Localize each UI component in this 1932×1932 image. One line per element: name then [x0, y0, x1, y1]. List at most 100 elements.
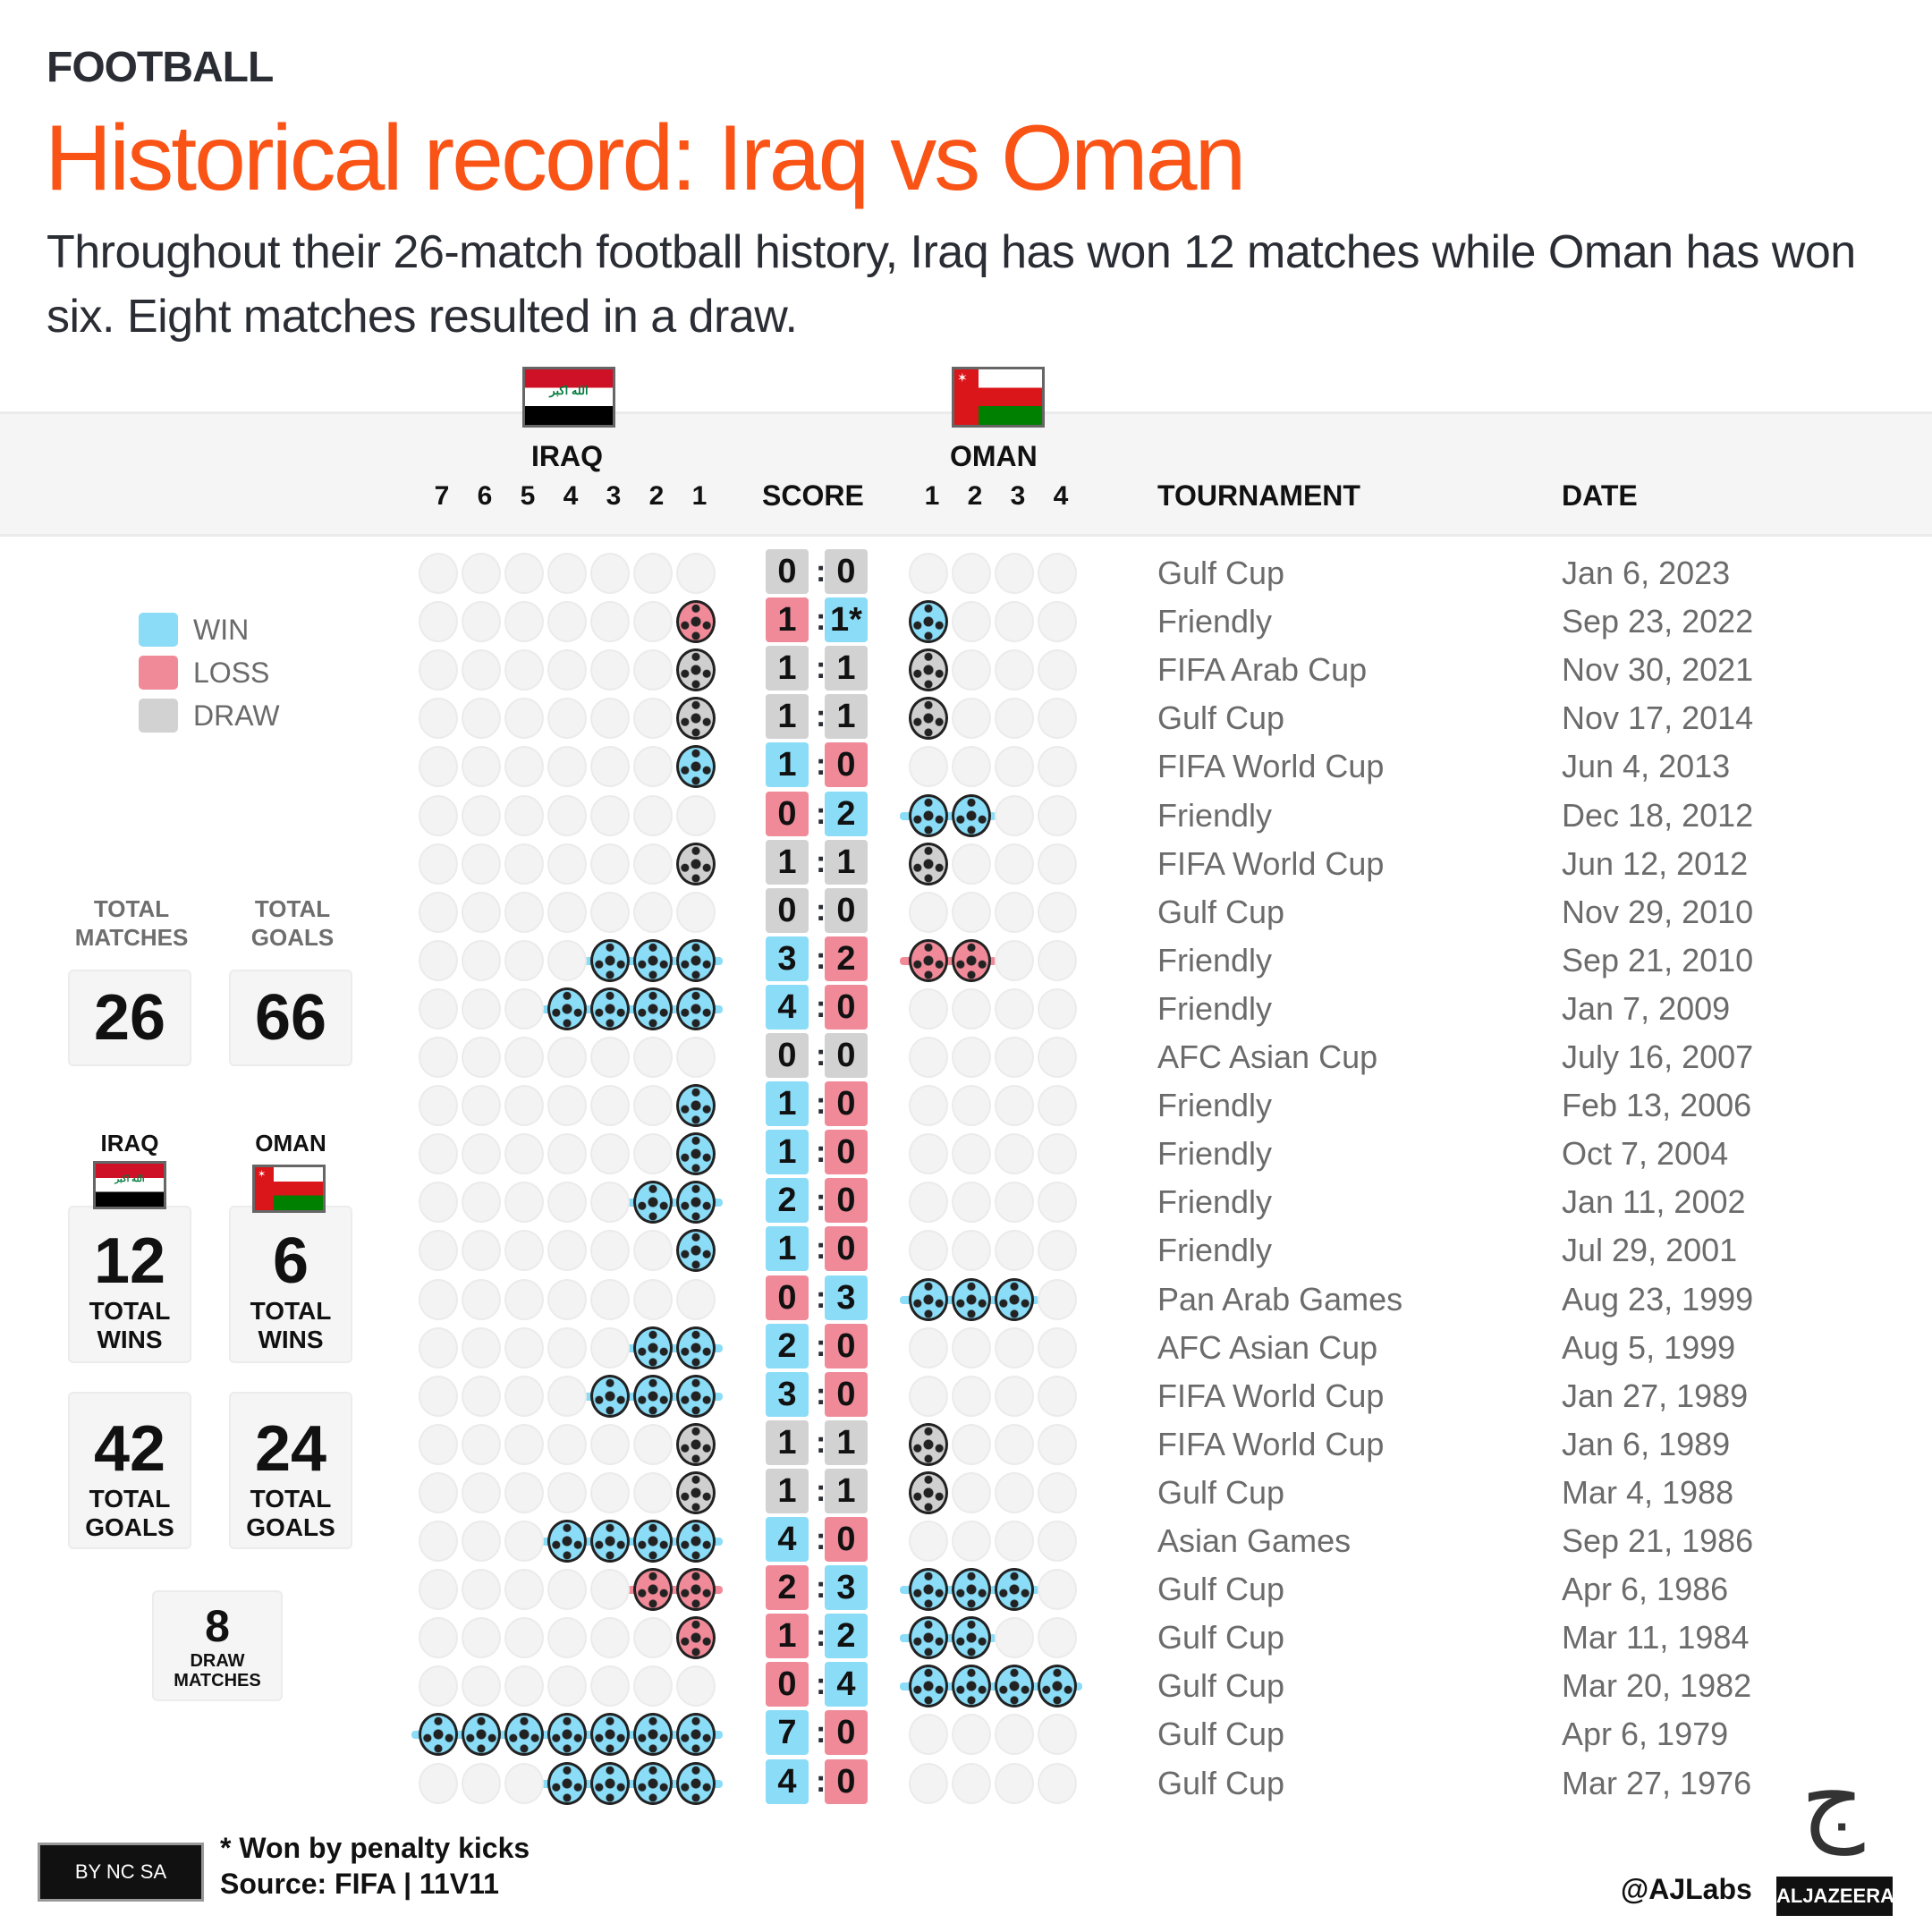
tournament-cell: FIFA Arab Cup: [1157, 651, 1368, 689]
empty-goal-slot: [1038, 1133, 1077, 1175]
iraq-flag-icon: الله اكبر: [93, 1161, 166, 1209]
date-cell: Jan 6, 2023: [1562, 555, 1731, 591]
date-cell: July 16, 2007: [1562, 1038, 1754, 1075]
football-icon: [676, 1181, 716, 1224]
oman-goal-tick: 1: [924, 481, 940, 511]
iraq-score: 0: [766, 887, 809, 933]
empty-goal-slot: [633, 1085, 673, 1127]
win-swatch-icon: [139, 613, 178, 647]
empty-goal-slot: [590, 1326, 630, 1368]
score-separator: :: [816, 1571, 826, 1606]
date-cell: Nov 29, 2010: [1562, 893, 1754, 930]
football-icon: [995, 1665, 1034, 1708]
oman-stats-label: OMAN: [255, 1130, 326, 1157]
goal-bar: [900, 811, 996, 820]
football-icon: [676, 1132, 716, 1176]
table-header-band: [0, 411, 1932, 537]
football-icon: [676, 1374, 716, 1418]
empty-goal-slot: [633, 891, 673, 933]
empty-goal-slot: [419, 601, 458, 643]
empty-goal-slot: [995, 1521, 1034, 1562]
empty-goal-slot: [462, 1326, 501, 1368]
empty-goal-slot: [909, 1085, 948, 1127]
iraq-score: 1: [766, 597, 809, 643]
date-cell: Sep 21, 1986: [1562, 1522, 1754, 1559]
empty-goal-slot: [590, 843, 630, 885]
iraq-score: 3: [766, 936, 809, 981]
football-icon: [633, 987, 673, 1030]
score-separator: :: [816, 1764, 826, 1799]
empty-goal-slot: [462, 1617, 501, 1659]
score-separator: :: [816, 941, 826, 976]
empty-goal-slot: [419, 1665, 458, 1707]
empty-goal-slot: [547, 1230, 587, 1272]
ajlabs-handle: @AJLabs: [1621, 1873, 1752, 1905]
date-cell: Nov 30, 2021: [1562, 651, 1754, 689]
empty-goal-slot: [547, 1569, 587, 1611]
goal-bar: [900, 1634, 996, 1643]
oman-score: 0: [825, 1758, 868, 1804]
football-icon: [633, 1568, 673, 1612]
empty-goal-slot: [952, 1085, 991, 1127]
empty-goal-slot: [633, 1471, 673, 1513]
empty-goal-slot: [590, 891, 630, 933]
empty-goal-slot: [1038, 1617, 1077, 1659]
empty-goal-slot: [547, 1182, 587, 1224]
oman-score: 1: [825, 646, 868, 691]
empty-goal-slot: [633, 553, 673, 594]
table-row: 4:0 Gulf Cup Mar 27, 1976: [0, 1758, 1932, 1808]
football-icon: [633, 1520, 673, 1563]
empty-goal-slot: [504, 1375, 544, 1417]
empty-goal-slot: [952, 987, 991, 1030]
empty-goal-slot: [995, 1230, 1034, 1272]
iraq-goal-tick: 6: [477, 481, 493, 511]
empty-goal-slot: [995, 1037, 1034, 1078]
football-icon: [676, 987, 716, 1030]
football-icon: [995, 1277, 1034, 1321]
empty-goal-slot: [419, 1326, 458, 1368]
empty-goal-slot: [952, 1714, 991, 1756]
tournament-cell: FIFA World Cup: [1157, 844, 1385, 882]
football-icon: [504, 1713, 544, 1757]
empty-goal-slot: [462, 1569, 501, 1611]
iraq-score: 2: [766, 1323, 809, 1368]
empty-goal-slot: [952, 1423, 991, 1465]
oman-goals-box: 24 TOTAL GOALS: [229, 1392, 352, 1549]
empty-goal-slot: [462, 987, 501, 1030]
empty-goal-slot: [462, 698, 501, 740]
empty-goal-slot: [547, 601, 587, 643]
empty-goal-slot: [995, 1762, 1034, 1804]
date-cell: Jul 29, 2001: [1562, 1232, 1738, 1269]
date-cell: Mar 20, 1982: [1562, 1667, 1752, 1705]
tournament-cell: Friendly: [1157, 941, 1273, 979]
oman-score: 0: [825, 1371, 868, 1417]
empty-goal-slot: [419, 1375, 458, 1417]
empty-goal-slot: [590, 1665, 630, 1707]
empty-goal-slot: [504, 1085, 544, 1127]
oman-score: 1: [825, 1419, 868, 1465]
empty-goal-slot: [995, 939, 1034, 981]
iraq-score: 0: [766, 549, 809, 594]
tournament-cell: Friendly: [1157, 603, 1273, 640]
football-icon: [676, 600, 716, 644]
score-separator: :: [816, 1280, 826, 1315]
empty-goal-slot: [1038, 601, 1077, 643]
empty-goal-slot: [995, 1423, 1034, 1465]
goal-bar: [540, 1004, 723, 1013]
tournament-cell: Gulf Cup: [1157, 699, 1285, 737]
iraq-goal-tick: 5: [520, 481, 536, 511]
table-row: 2:0 Friendly Jan 11, 2002: [0, 1178, 1932, 1226]
empty-goal-slot: [547, 1133, 587, 1175]
empty-goal-slot: [462, 1037, 501, 1078]
score-separator: :: [816, 1473, 826, 1508]
iraq-score: 0: [766, 791, 809, 836]
iraq-score: 1: [766, 1614, 809, 1659]
empty-goal-slot: [547, 1423, 587, 1465]
empty-goal-slot: [1038, 1085, 1077, 1127]
empty-goal-slot: [1038, 939, 1077, 981]
football-icon: [547, 1761, 587, 1805]
empty-goal-slot: [419, 1037, 458, 1078]
oman-score: 0: [825, 1323, 868, 1368]
iraq-score: 1: [766, 1419, 809, 1465]
empty-goal-slot: [1038, 746, 1077, 788]
